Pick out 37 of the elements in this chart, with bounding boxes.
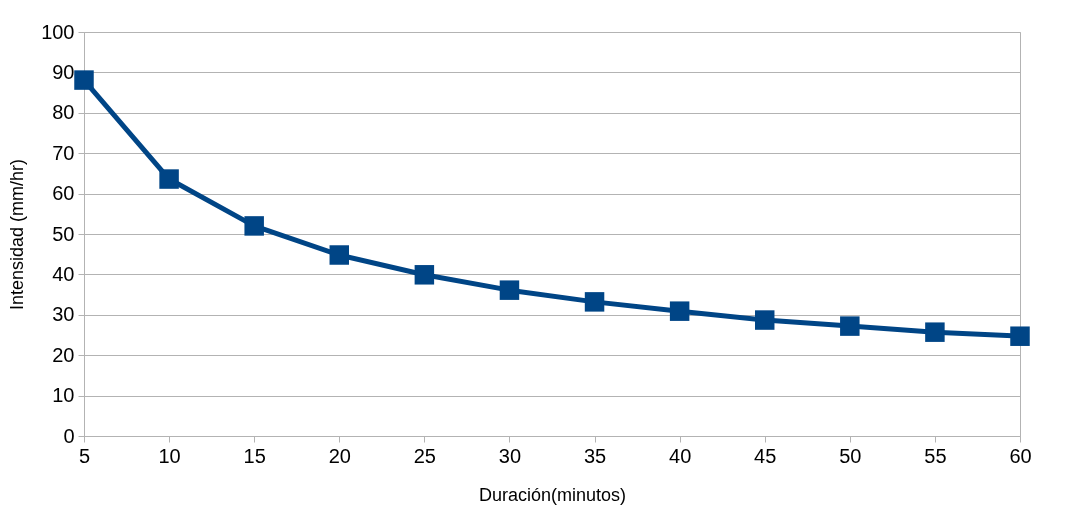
point [74, 70, 94, 90]
x-tick-label: 15 [243, 444, 266, 467]
x-tick-label: 40 [669, 444, 692, 467]
y-tick-label: 50 [52, 222, 75, 245]
x-tick-label: 25 [413, 444, 436, 467]
point [669, 301, 690, 321]
x-tick-label: 60 [1009, 444, 1032, 467]
x-tick-label: 55 [924, 444, 947, 467]
y-tick-label: 40 [52, 262, 75, 285]
point [329, 245, 350, 265]
point [1010, 326, 1030, 346]
x-tick-label: 35 [583, 444, 607, 467]
y-tick-label: 90 [52, 60, 75, 83]
x-tick-label: 30 [498, 444, 522, 467]
point [499, 280, 520, 300]
x-tick-label: 50 [839, 444, 862, 467]
y-tick-label: 30 [52, 303, 75, 326]
y-tick-label: 10 [52, 384, 75, 407]
point [840, 316, 860, 336]
point [244, 216, 264, 236]
y-axis-title: Intensidad (mm/hr) [7, 158, 28, 311]
y-tick-label: 100 [41, 20, 75, 43]
y-tick-label: 0 [63, 424, 75, 447]
x-axis-title: Duración(minutos) [478, 484, 627, 505]
y-tick-label: 70 [52, 141, 75, 164]
x-tick-label: 5 [78, 444, 91, 467]
x-tick-label: 45 [754, 444, 777, 467]
point [159, 169, 179, 189]
x-tick-label: 20 [328, 444, 351, 467]
point [584, 292, 605, 312]
x-tick-label: 10 [158, 444, 181, 467]
y-tick-label: 80 [52, 101, 75, 124]
y-tick-label: 60 [52, 182, 75, 205]
point [925, 322, 945, 342]
y-tick-label: 20 [52, 343, 75, 366]
point [414, 265, 435, 285]
point [754, 310, 775, 330]
